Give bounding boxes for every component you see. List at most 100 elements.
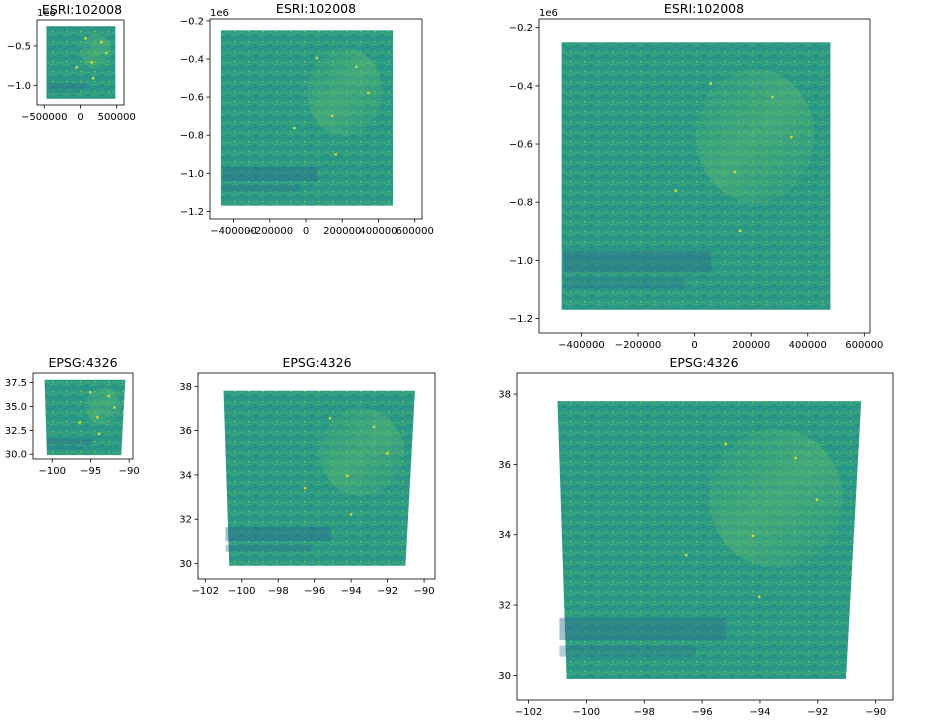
highlight-spot [328, 416, 332, 420]
light-region [696, 69, 815, 203]
x-tick-label: 0 [303, 226, 309, 237]
data-area [46, 26, 116, 99]
chart-title: ESRI:102008 [664, 1, 744, 16]
highlight-spot [107, 394, 111, 398]
y-tick-label: −0.6 [180, 93, 204, 104]
highlight-spot [334, 153, 337, 156]
y-tick-label: −0.5 [7, 41, 31, 52]
x-tick-label: −95 [80, 466, 101, 477]
panel-esri-medium: ESRI:102008 1e6 −400000−200000 0 200000400… [180, 1, 434, 237]
highlight-spot [331, 114, 334, 118]
y-tick-label: 30 [498, 671, 511, 682]
x-tick-label: −98 [268, 586, 289, 597]
y-tick-label: −0.6 [509, 140, 533, 151]
x-tick-label: 400000 [789, 340, 827, 351]
highlight-spot [355, 65, 358, 68]
dark-band [46, 438, 91, 445]
light-region [84, 387, 121, 425]
x-tick-label: −100 [228, 586, 255, 597]
highlight-spot [293, 126, 296, 130]
x-tick-label: −102 [515, 707, 542, 718]
data-area [557, 401, 862, 679]
panel-epsg-small: EPSG:4326 −100 −95 −90 30.0 32.5 35.0 37.5 [5, 355, 140, 477]
y-tick-label: −0.2 [509, 23, 533, 34]
data-area [561, 42, 831, 310]
highlight-spot [104, 51, 108, 55]
plot-frame [538, 18, 871, 334]
y-tick-label: −1.0 [180, 169, 204, 180]
y-tick-label: −0.8 [509, 198, 533, 209]
data-area [220, 30, 394, 206]
highlight-spot [724, 442, 728, 446]
dark-band [225, 544, 312, 552]
x-tick-label: −94 [749, 707, 770, 718]
axis-offset-label: 1e6 [539, 8, 558, 19]
light-region [80, 33, 112, 70]
y-tick-label: 34 [179, 470, 192, 481]
highlight-spot [91, 76, 95, 80]
y-tick-label: −0.2 [180, 16, 204, 27]
highlight-spot [346, 474, 349, 478]
highlight-spot [771, 95, 774, 99]
dark-band [222, 167, 318, 182]
x-tick-label: 0 [77, 112, 83, 123]
highlight-spot [815, 498, 819, 501]
chart-title: EPSG:4326 [282, 355, 351, 370]
y-tick-label: −0.4 [180, 55, 204, 66]
highlight-spot [90, 61, 94, 64]
dark-band [48, 90, 80, 93]
highlight-spot [757, 595, 761, 599]
data-area [44, 379, 126, 456]
y-tick-label: 30 [179, 559, 192, 570]
y-tick-label: 38 [179, 382, 192, 393]
y-tick-label: 36 [498, 460, 511, 471]
highlight-spot [751, 534, 755, 537]
x-tick-label: −90 [414, 586, 435, 597]
highlight-spot [349, 513, 353, 516]
highlight-spot [315, 56, 319, 60]
x-tick-label: −102 [192, 586, 219, 597]
dark-band [46, 446, 83, 450]
x-tick-label: −500000 [21, 112, 68, 123]
x-tick-label: −90 [119, 466, 140, 477]
x-tick-label: −200000 [615, 340, 662, 351]
x-tick-label: 200000 [732, 340, 770, 351]
highlight-spot [303, 486, 307, 490]
y-tick-label: −0.4 [509, 81, 533, 92]
dark-band [48, 82, 87, 89]
y-tick-label: 36 [179, 426, 192, 437]
chart-title: ESRI:102008 [276, 1, 356, 16]
x-tick-label: 200000 [323, 226, 361, 237]
x-tick-label: 500000 [98, 112, 136, 123]
data-area [223, 390, 415, 566]
x-tick-label: −96 [304, 586, 325, 597]
y-tick-label: 35.0 [5, 402, 27, 413]
x-tick-label: 0 [691, 340, 697, 351]
dark-band [222, 184, 301, 192]
x-tick-label: −400000 [558, 340, 605, 351]
highlight-spot [386, 451, 389, 455]
y-tick-label: 38 [498, 390, 511, 401]
y-tick-label: 32.5 [5, 426, 27, 437]
x-tick-label: −94 [341, 586, 362, 597]
highlight-spot [733, 170, 737, 174]
dark-band [563, 250, 712, 273]
y-tick-label: −0.8 [180, 131, 204, 142]
plot-frame [32, 372, 134, 460]
x-tick-label: −98 [634, 707, 655, 718]
x-tick-label: 600000 [396, 226, 434, 237]
chart-title: ESRI:102008 [42, 2, 122, 17]
x-tick-label: −90 [865, 707, 886, 718]
highlight-spot [709, 82, 712, 85]
chart-title: EPSG:4326 [669, 355, 738, 370]
axis-offset-label: 1e6 [210, 8, 229, 19]
panel-epsg-large: EPSG:4326 −102 −100 −98 −96 −94 −92 −90 30 32 34 3… [498, 355, 894, 718]
highlight-spot [367, 91, 370, 95]
highlight-spot [372, 425, 376, 429]
highlight-spot [113, 406, 116, 409]
highlight-spot [88, 391, 92, 394]
highlight-spot [84, 37, 87, 40]
highlight-spot [78, 421, 81, 424]
y-tick-label: −1.2 [509, 314, 533, 325]
